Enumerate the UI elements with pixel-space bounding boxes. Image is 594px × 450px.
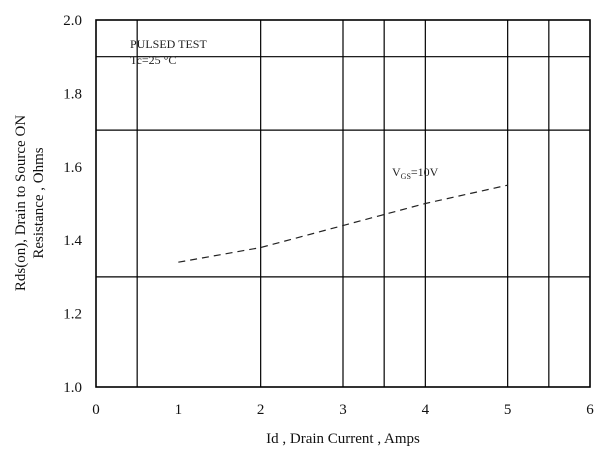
temperature-label: Tc=25 °C [130,53,176,67]
x-axis-title: Id , Drain Current , Amps [266,431,420,447]
y-axis-title: Rds(on), Drain to Source ON Resistance ,… [13,115,47,291]
y-axis-title-line2: Resistance , Ohms [31,147,47,258]
x-tick-label: 4 [422,402,430,418]
y-tick-label: 1.0 [63,380,82,396]
series-label-subscript: GS [401,172,411,181]
x-tick-label: 5 [504,402,512,418]
y-axis-title-line1: Rds(on), Drain to Source ON [13,115,29,291]
y-tick-label: 2.0 [63,13,82,29]
x-tick-label: 0 [92,402,100,418]
plot-frame [95,19,591,388]
y-axis-ticks: 1.0 1.2 1.4 1.6 1.8 2.0 [63,13,82,396]
grid [96,20,590,387]
y-tick-label: 1.8 [63,86,82,102]
series-label: VGS=10V [392,165,439,181]
y-tick-label: 1.4 [63,233,82,249]
series-label-tail: =10V [411,165,439,179]
series [178,184,508,263]
x-tick-label: 1 [175,402,183,418]
x-tick-label: 3 [339,402,347,418]
x-tick-label: 2 [257,402,265,418]
series-label-main: V [392,165,401,179]
y-tick-label: 1.2 [63,307,82,323]
x-axis-ticks: 0 1 2 3 4 5 6 [92,402,594,418]
x-tick-label: 6 [586,402,594,418]
test-condition-label: PULSED TEST [130,37,207,51]
series-line-vgs-10v [178,184,508,263]
y-tick-label: 1.6 [63,160,82,176]
